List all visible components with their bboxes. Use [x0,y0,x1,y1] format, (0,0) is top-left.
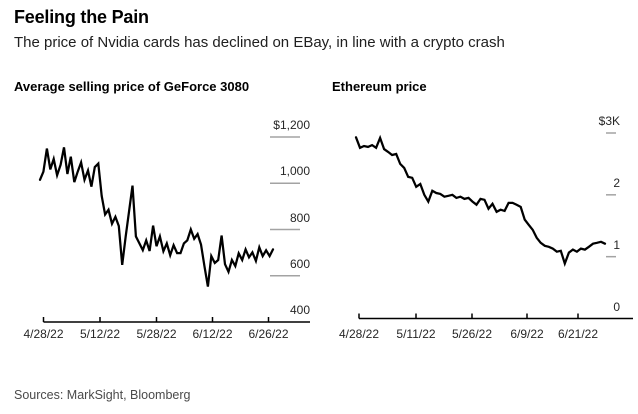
geforce-x-axis-label: 5/28/22 [136,327,177,341]
ethereum-y-axis-label: 2 [613,175,620,190]
geforce-price-line [38,147,275,287]
ethereum-x-axis-label: 6/9/22 [510,327,544,341]
ethereum-y-axis-label: 0 [613,299,620,314]
ethereum-y-axis-label: $3K [598,114,620,128]
ethereum-price-line [354,134,607,267]
ethereum-x-axis-label: 6/21/22 [557,327,599,341]
figure-subtitle: The price of Nvidia cards has declined o… [14,34,505,51]
geforce-x-axis-label: 5/12/22 [79,327,121,341]
geforce-y-axis-label: 1,000 [279,164,310,179]
chart-title-geforce: Average selling price of GeForce 3080 [14,79,250,94]
ethereum-y-axis-label: 1 [613,237,620,252]
source-note: Sources: MarkSight, Bloomberg [14,388,191,402]
geforce-y-axis-label: 600 [289,256,310,271]
ethereum-x-axis-label: 5/26/22 [451,327,493,341]
geforce-x-axis-label: 6/26/22 [248,327,289,341]
geforce-y-axis-label: 400 [289,303,310,317]
geforce-x-axis-label: 6/12/22 [192,327,233,341]
geforce-y-axis-label: 800 [289,210,310,225]
geforce-x-axis-label: 4/28/22 [23,327,64,341]
ethereum-x-axis-label: 5/11/22 [396,327,436,341]
figure-title: Feeling the Pain [14,7,149,27]
ethereum-x-axis-label: 4/28/22 [338,327,380,341]
geforce-y-axis-label: $1,200 [273,118,310,132]
chart-title-ethereum: Ethereum price [332,79,427,94]
